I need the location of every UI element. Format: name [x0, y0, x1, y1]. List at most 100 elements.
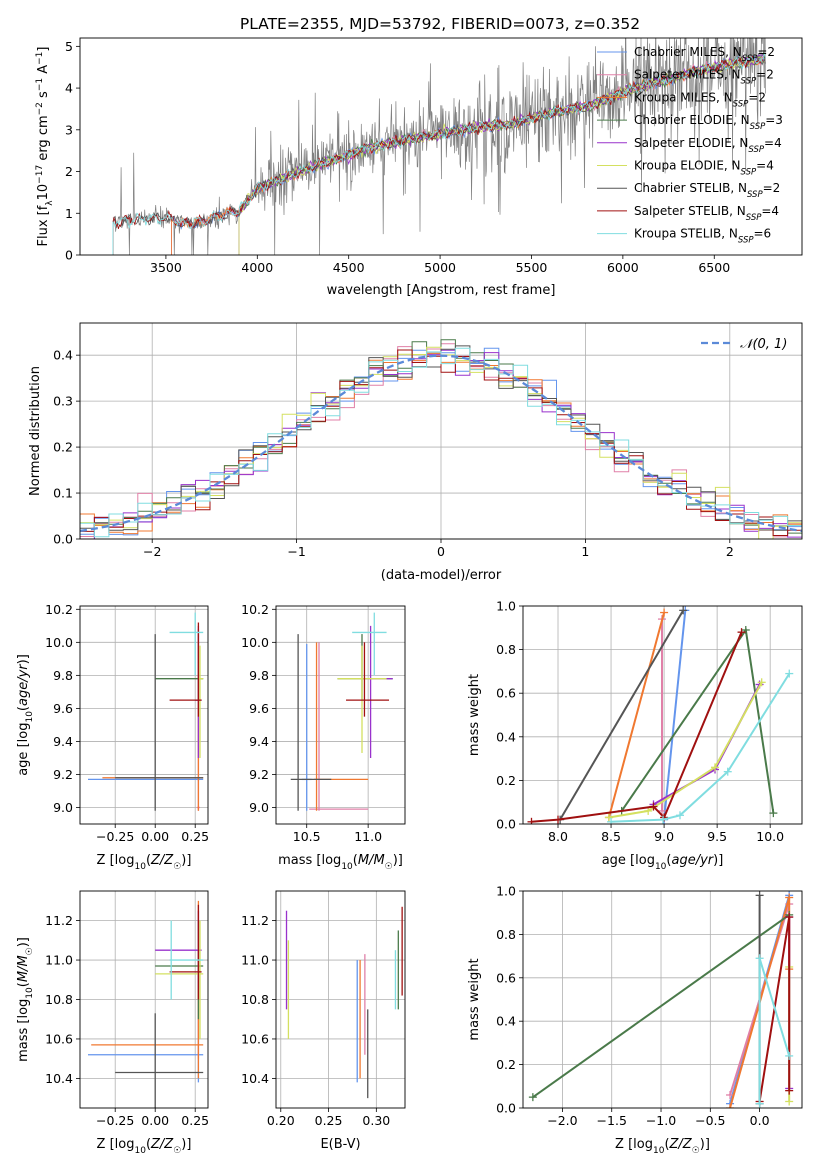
x-tick-label: −1 — [287, 544, 305, 559]
weight-point-salpeter_stelib — [554, 815, 563, 824]
y-tick-label: 0.8 — [496, 927, 516, 942]
y-tick-label: 11.2 — [45, 913, 73, 928]
weight-point-kroupa_stelib — [785, 1051, 794, 1060]
y-axis-label: mass weight — [467, 674, 482, 756]
plot-area — [88, 900, 204, 1108]
x-tick-label: 1 — [581, 544, 589, 559]
weight-point-kroupa_elodie — [604, 813, 613, 822]
weight-point-chabrier_elodie — [741, 625, 750, 634]
y-tick-label: 9.4 — [249, 734, 269, 749]
axes-frame — [79, 605, 209, 825]
plot-area — [528, 891, 794, 1108]
x-tick-label: 0.25 — [315, 1113, 343, 1128]
model-spectrum-kroupa_stelib — [112, 53, 766, 230]
weight-point-salpeter_stelib — [737, 628, 746, 637]
x-tick-label: 10.0 — [756, 829, 784, 844]
panel-z_mass: −0.25 0.00 0.25 10.4 10.6 10.8 11.0 11.2 Z [log1… — [16, 890, 209, 1156]
y-tick-label: 0.4 — [496, 729, 516, 744]
x-tick-label: −1.0 — [646, 1113, 676, 1128]
weight-point-kroupa_stelib — [755, 954, 764, 963]
panel-mass_age: 10.5 11.0 9.0 9.2 9.4 9.6 9.8 10.0 10.2 mass [log… — [241, 602, 406, 872]
x-tick-label: 4500 — [333, 260, 365, 275]
y-tick-label: 0.8 — [496, 642, 516, 657]
axes-frame — [79, 37, 803, 256]
weight-point-kroupa_miles — [726, 1104, 735, 1108]
weight-line-chabrier_stelib — [559, 609, 685, 821]
weight-point-salpeter_stelib — [649, 802, 658, 811]
y-tick-label: 5 — [65, 39, 73, 54]
y-tick-label: 9.8 — [249, 668, 269, 683]
weight-point-kroupa_elodie — [711, 763, 720, 772]
x-tick-label: 5000 — [424, 260, 456, 275]
x-axis-label: mass [log10(M/M☉)] — [278, 853, 403, 872]
x-axis-label: wavelength [Angstrom, rest frame] — [327, 283, 556, 298]
weight-line-kroupa_miles — [607, 612, 666, 818]
y-tick-label: 10.6 — [241, 1031, 269, 1046]
x-tick-label: 6500 — [698, 260, 730, 275]
x-tick-label: 0.30 — [362, 1113, 390, 1128]
weight-point-salpeter_stelib — [527, 817, 536, 824]
y-tick-label: 0.4 — [53, 348, 73, 363]
y-tick-label: 10.6 — [45, 1031, 73, 1046]
weight-point-chabrier_elodie — [769, 809, 778, 818]
y-tick-label: 4 — [65, 81, 73, 96]
y-tick-label: 1 — [65, 206, 73, 221]
y-tick-label: 9.2 — [53, 767, 73, 782]
x-tick-label: 0.00 — [141, 1113, 169, 1128]
plot-area — [285, 906, 403, 1099]
x-tick-label: −0.5 — [695, 1113, 725, 1128]
y-tick-label: 10.0 — [45, 635, 73, 650]
axes-frame — [275, 605, 406, 825]
weight-point-kroupa_stelib — [755, 1099, 764, 1108]
y-tick-label: 0.0 — [496, 1101, 516, 1116]
panel-age_weight: 8.0 8.5 9.0 9.5 10.0 0.0 0.2 0.4 0.6 0.8 1.0 age [l… — [467, 599, 803, 872]
legend-label-salpeter_miles: Salpeter MILES, NSSP=2 — [634, 68, 774, 87]
legend-label-salpeter_stelib: Salpeter STELIB, NSSP=4 — [634, 204, 779, 223]
y-tick-label: 2 — [65, 164, 73, 179]
weight-point-salpeter_miles — [657, 806, 666, 815]
weight-line-chabrier_miles — [663, 610, 687, 820]
weight-point-kroupa_stelib — [676, 811, 685, 820]
x-tick-label: 0.20 — [267, 1113, 295, 1128]
model-spectrum-salpeter_stelib — [112, 52, 766, 230]
x-tick-label: 0.0 — [750, 1113, 770, 1128]
x-axis-label: Z [log10(Z/Z☉)] — [97, 853, 192, 872]
y-tick-label: 0.6 — [496, 970, 516, 985]
x-tick-label: 2 — [726, 544, 734, 559]
y-tick-label: 10.4 — [241, 1071, 269, 1086]
y-axis-label: age [log10(age/yr)] — [16, 654, 35, 776]
y-tick-label: 9.8 — [53, 668, 73, 683]
weight-line-salpeter_stelib — [531, 631, 743, 823]
plot-area — [112, 38, 766, 255]
legend-label-kroupa_elodie: Kroupa ELODIE, NSSP=4 — [634, 159, 774, 178]
y-tick-label: 9.0 — [53, 800, 73, 815]
figure-title: PLATE=2355, MJD=53792, FIBERID=0073, z=0… — [240, 15, 640, 33]
weight-line-chabrier_elodie — [620, 627, 775, 814]
y-tick-label: 0.4 — [496, 1014, 516, 1029]
weight-line-kroupa_stelib — [758, 958, 791, 1104]
panel-residual_hist: −2 −1 0 1 2 0.0 0.1 0.2 0.3 0.4 𝒩(0, 1) (data-model… — [28, 322, 803, 583]
plot-area — [290, 612, 393, 811]
weight-point-salpeter_stelib — [785, 913, 794, 922]
weight-line-chabrier_elodie — [532, 914, 790, 1099]
axes-frame — [522, 605, 803, 825]
y-tick-label: 0.2 — [53, 440, 73, 455]
weight-point-kroupa_miles — [660, 608, 669, 617]
x-tick-label: 6000 — [607, 260, 639, 275]
legend-label-chabrier_miles: Chabrier MILES, NSSP=2 — [634, 45, 775, 64]
weight-point-kroupa_stelib — [607, 817, 616, 824]
x-tick-label: 0 — [437, 544, 445, 559]
panel-ebv_mass: 0.20 0.25 0.30 10.4 10.6 10.8 11.0 11.2 E(B-V) — [241, 890, 406, 1152]
y-tick-label: 9.6 — [249, 701, 269, 716]
y-axis-label: mass weight — [467, 958, 482, 1040]
x-axis-label: E(B-V) — [320, 1137, 360, 1152]
weight-point-chabrier_stelib — [679, 606, 688, 615]
y-tick-label: 1.0 — [496, 599, 516, 614]
x-axis-label: Z [log10(Z/Z☉)] — [97, 1137, 192, 1156]
x-tick-label: 11.0 — [354, 829, 382, 844]
weight-point-chabrier_stelib — [755, 891, 764, 900]
weight-point-kroupa_stelib — [723, 767, 732, 776]
x-axis-label: (data-model)/error — [381, 568, 502, 583]
y-axis-label: mass [log10(M/M☉)] — [16, 937, 35, 1062]
